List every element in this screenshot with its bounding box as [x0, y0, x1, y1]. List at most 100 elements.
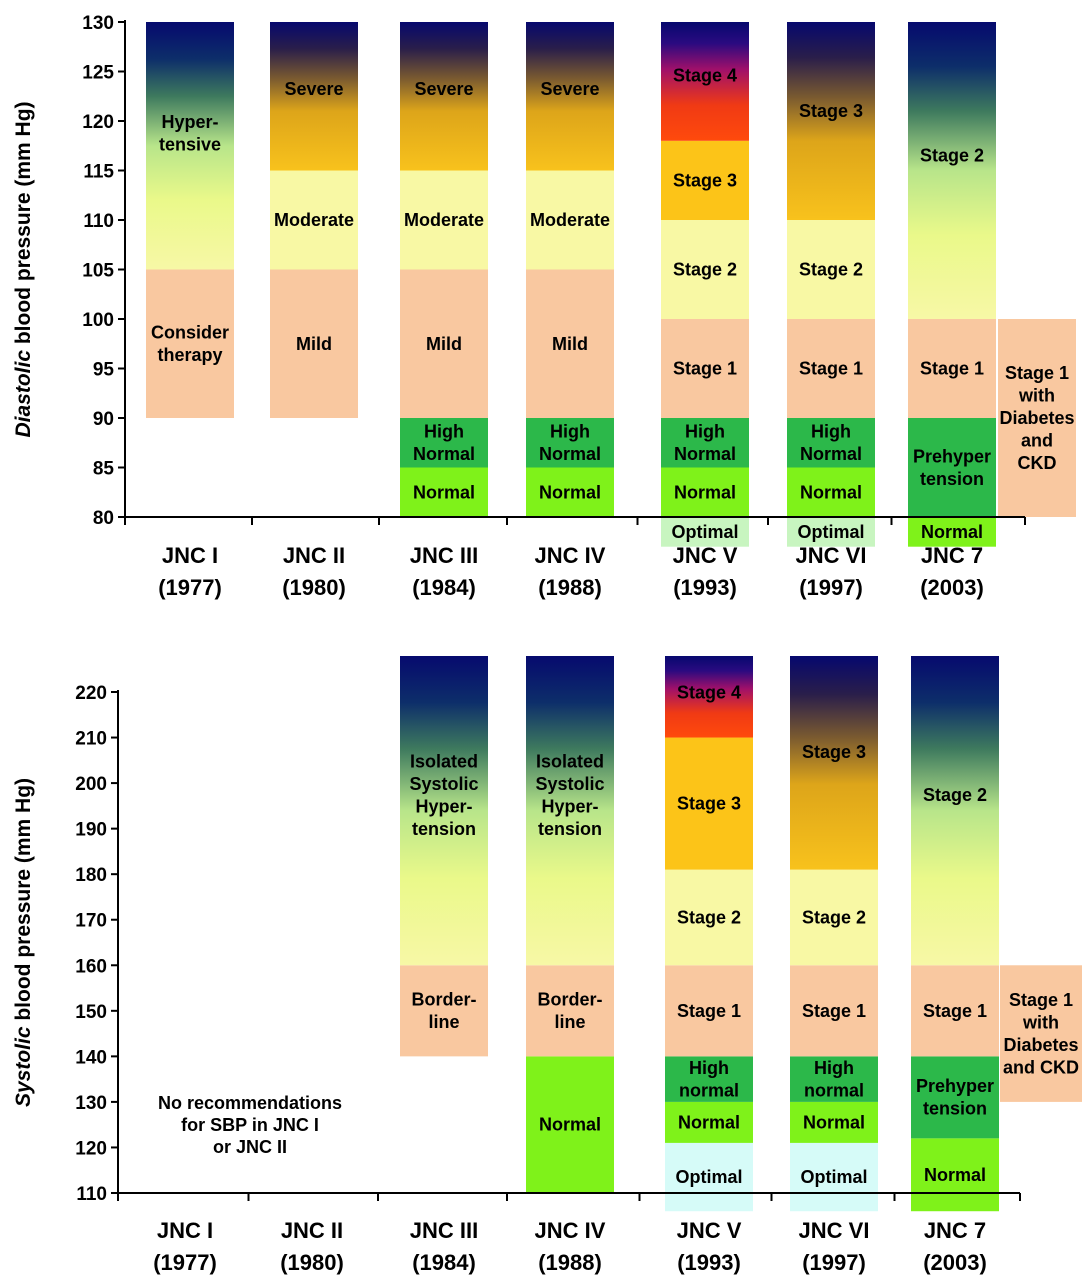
bar-segment — [911, 656, 999, 966]
segment-label: Stage 1 — [920, 359, 984, 379]
x-tick-label-year: (1984) — [412, 1250, 476, 1275]
y-tick-label: 160 — [75, 956, 107, 977]
bar-segment — [146, 269, 234, 418]
bar-segment — [400, 418, 488, 468]
bar-segment — [790, 1056, 878, 1102]
bar-4 — [661, 22, 749, 547]
segment-label: Normal — [800, 482, 862, 502]
bar-segment — [908, 418, 996, 517]
bar-3 — [526, 22, 614, 517]
y-tick-label: 110 — [76, 1184, 107, 1205]
x-tick-label: JNC III — [410, 543, 478, 568]
bar-segment — [526, 269, 614, 418]
x-tick-label-year: (1977) — [153, 1250, 217, 1275]
bar-segment — [661, 418, 749, 468]
bar-segment — [665, 965, 753, 1057]
bar-segment — [665, 1142, 753, 1212]
segment-label: Stage 1 — [923, 1001, 987, 1021]
bar-1 — [270, 22, 358, 418]
bar-segment — [908, 517, 996, 547]
x-tick-label-year: (1984) — [412, 575, 476, 600]
x-tick-label-year: (2003) — [920, 575, 984, 600]
y-tick-label: 210 — [75, 729, 107, 750]
bar-segment — [908, 22, 996, 319]
bar-segment — [526, 965, 614, 1057]
bar-2 — [400, 22, 488, 517]
bar-segment — [400, 965, 488, 1057]
x-tick-label: JNC II — [281, 1218, 343, 1243]
x-tick-label-year: (1993) — [673, 575, 737, 600]
bar-segment — [787, 319, 875, 418]
x-tick-label: JNC IV — [535, 1218, 606, 1243]
segment-label: Stage 3 — [677, 794, 741, 814]
segment-label: Border-line — [411, 990, 476, 1033]
bar-segment — [787, 22, 875, 220]
y-tick-label: 100 — [82, 310, 114, 331]
bar-segment — [526, 22, 614, 171]
bar-segment — [661, 517, 749, 547]
bar-segment — [665, 737, 753, 870]
bar-segment — [911, 1138, 999, 1212]
segment-label: High normal — [804, 1058, 864, 1101]
bar-segment — [146, 22, 234, 270]
y-tick-label: 220 — [75, 683, 107, 704]
bar-segment — [270, 269, 358, 418]
segment-label: Stage 2 — [799, 260, 863, 280]
bar-segment — [400, 170, 488, 270]
segment-label: Normal — [674, 482, 736, 502]
segment-label: Stage 3 — [802, 742, 866, 762]
y-tick-label: 105 — [82, 261, 114, 282]
y-tick-label: 120 — [82, 112, 114, 133]
bar-segment — [526, 1056, 614, 1193]
bar-segment — [400, 269, 488, 418]
chart-panel-systolic: Border-line Isolated Systolic Hyper-tension… — [12, 656, 1082, 1275]
x-tick-label-year: (1980) — [280, 1250, 344, 1275]
bar-segment — [1000, 965, 1082, 1102]
bar-3 — [526, 656, 614, 1193]
y-tick-label: 170 — [75, 911, 107, 932]
x-tick-label: JNC V — [677, 1218, 742, 1243]
y-tick-label: 115 — [83, 162, 114, 183]
segment-label: High normal — [679, 1058, 739, 1101]
segment-label: Mild — [426, 334, 462, 354]
segment-label: Optimal — [671, 522, 738, 542]
y-tick-label: 130 — [75, 1093, 107, 1114]
segment-label: Severe — [284, 79, 343, 99]
bar-6 — [911, 656, 999, 1212]
bar-segment — [665, 869, 753, 966]
bar-segment — [665, 656, 753, 738]
y-tick-label: 110 — [83, 211, 114, 232]
segment-label: Mild — [296, 334, 332, 354]
segment-label: Stage 1 — [677, 1001, 741, 1021]
segment-label: Stage 2 — [923, 785, 987, 805]
segment-label: Moderate — [274, 210, 354, 230]
bar-7 — [1000, 965, 1082, 1102]
x-tick-label: JNC VI — [796, 543, 867, 568]
segment-label: High Normal — [674, 422, 736, 465]
bar-segment — [787, 517, 875, 547]
bar-5 — [787, 22, 875, 547]
y-tick-label: 180 — [75, 865, 107, 886]
bar-segment — [661, 220, 749, 319]
y-axis-title: Systolic blood pressure (mm Hg) — [12, 778, 35, 1107]
y-tick-label: 190 — [75, 820, 107, 841]
x-tick-label: JNC 7 — [921, 543, 983, 568]
bar-segment — [526, 467, 614, 517]
segment-label: High Normal — [539, 422, 601, 465]
bar-segment — [790, 1101, 878, 1143]
x-tick-label: JNC V — [673, 543, 738, 568]
segment-label: Severe — [414, 79, 473, 99]
y-axis-title: Diastolic blood pressure (mm Hg) — [12, 101, 35, 437]
segment-label: Prehyper tension — [913, 446, 991, 489]
x-tick-label: JNC IV — [535, 543, 606, 568]
segment-label: Stage 2 — [673, 260, 737, 280]
segment-label: Moderate — [530, 210, 610, 230]
y-tick-label: 80 — [93, 508, 114, 529]
bar-6 — [908, 22, 996, 547]
x-tick-label: JNC II — [283, 543, 345, 568]
segment-label: Normal — [803, 1112, 865, 1132]
bar-segment — [526, 418, 614, 468]
segment-label: Severe — [540, 79, 599, 99]
bar-segment — [790, 1142, 878, 1212]
